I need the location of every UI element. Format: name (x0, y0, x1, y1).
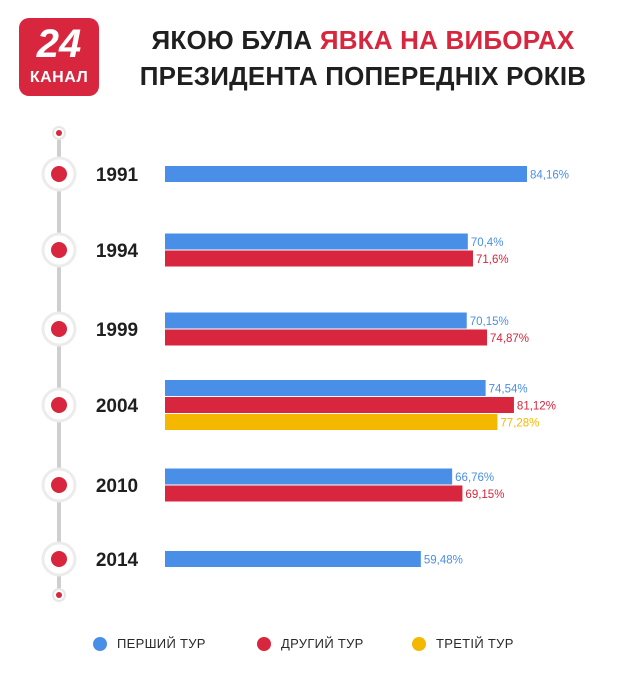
bar-1994-second-round (165, 250, 473, 267)
legend-item-second-round: ДРУГИЙ ТУР (257, 636, 364, 651)
title-part1: ЯКОЮ БУЛА (151, 25, 320, 55)
year-label-2010: 2010 (96, 476, 138, 497)
bar-1994-first-round (165, 233, 468, 250)
title-line-1: ЯКОЮ БУЛА ЯВКА НА ВИБОРАХ (118, 22, 608, 58)
value-label-1999-first-round: 70,15% (470, 316, 509, 328)
timeline-node-dot-1991 (51, 166, 67, 182)
legend-item-third-round: ТРЕТІЙ ТУР (412, 636, 514, 651)
timeline-node-dot-2014 (51, 551, 67, 567)
value-label-2010-first-round: 66,76% (455, 472, 494, 484)
timeline-node-dot-2010 (51, 477, 67, 493)
year-label-1991: 1991 (96, 165, 139, 186)
legend-item-first-round: ПЕРШИЙ ТУР (93, 636, 206, 651)
value-label-2014-first-round: 59,48% (424, 555, 463, 567)
year-label-2004: 2004 (96, 396, 139, 417)
legend-label-first-round: ПЕРШИЙ ТУР (117, 636, 206, 651)
value-label-2004-first-round: 74,54% (489, 384, 528, 396)
year-label-1999: 1999 (96, 320, 138, 341)
bar-2004-first-round (165, 380, 486, 396)
logo-number: 24 (36, 22, 82, 66)
title-line-2: ПРЕЗИДЕНТА ПОПЕРЕДНІХ РОКІВ (139, 61, 587, 91)
legend-label-third-round: ТРЕТІЙ ТУР (436, 636, 514, 651)
value-label-2004-third-round: 77,28% (500, 418, 539, 430)
value-label-1994-second-round: 71,6% (476, 254, 509, 266)
bar-2004-third-round (165, 414, 498, 430)
turnout-chart: 1991 84,16% 1994 70,4% 71,6% 1999 70,15% 74,87%… (41, 126, 569, 602)
chart-legend: ПЕРШИЙ ТУР ДРУГИЙ ТУР ТРЕТІЙ ТУР (0, 636, 620, 656)
legend-dot-first-round (93, 636, 107, 651)
bar-2010-second-round (165, 485, 463, 502)
value-label-2010-second-round: 69,15% (465, 489, 504, 501)
value-label-1994-first-round: 70,4% (471, 237, 504, 249)
legend-dot-second-round (257, 636, 271, 651)
chart-title: ЯКОЮ БУЛА ЯВКА НА ВИБОРАХ ПРЕЗИДЕНТА ПОП… (118, 22, 608, 94)
year-label-1994: 1994 (96, 241, 139, 262)
value-label-1991-first-round: 84,16% (530, 170, 569, 182)
bar-1991-first-round (165, 166, 527, 182)
bar-1999-second-round (165, 329, 488, 346)
value-label-2004-second-round: 81,12% (517, 401, 556, 413)
title-accent: ЯВКА НА ВИБОРАХ (319, 25, 575, 55)
bar-2004-second-round (165, 397, 514, 413)
logo-text: КАНАЛ (29, 69, 89, 86)
timeline-node-dot-1994 (51, 242, 67, 258)
value-label-1999-second-round: 74,87% (490, 333, 529, 345)
timeline-node-dot-1999 (51, 321, 67, 337)
bar-2014-first-round (165, 551, 421, 567)
timeline-end-dot-0 (56, 130, 62, 136)
timeline-node-dot-2004 (51, 397, 67, 413)
year-label-2014: 2014 (96, 550, 139, 571)
bar-2010-first-round (165, 468, 453, 485)
channel-logo: 24 КАНАЛ (19, 18, 99, 96)
legend-dot-third-round (412, 636, 426, 651)
timeline-end-dot-1 (56, 592, 62, 598)
legend-label-second-round: ДРУГИЙ ТУР (281, 636, 364, 651)
bar-1999-first-round (165, 312, 467, 329)
